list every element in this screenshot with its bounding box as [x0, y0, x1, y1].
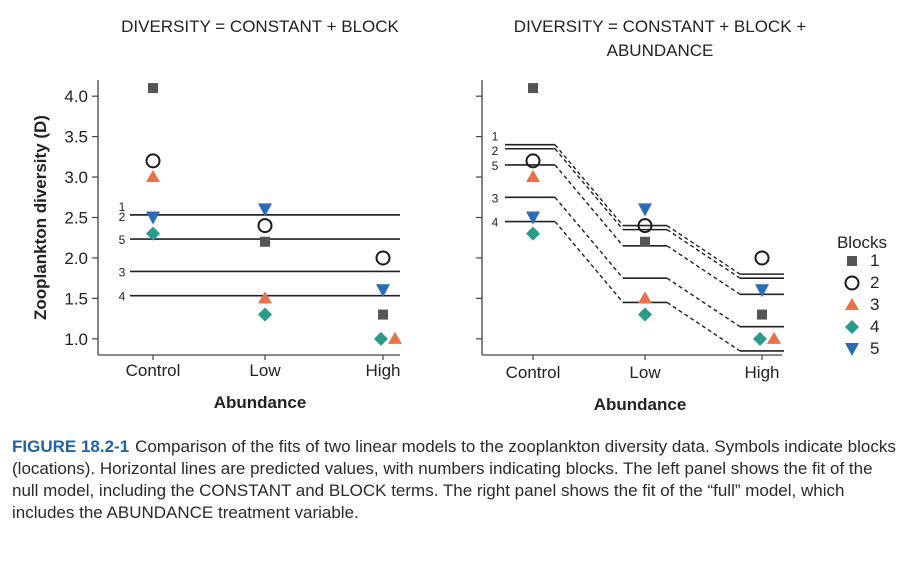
fitted-line-label: 4	[492, 216, 499, 230]
data-point-block-4	[638, 307, 652, 322]
x-tick-label: Control	[506, 363, 561, 382]
panel-full-model: DIVERSITY = CONSTANT + BLOCK + ABUNDANCE C…	[476, 17, 806, 414]
y-axis-label: Zooplankton diversity (D)	[31, 115, 50, 320]
data-point-block-5	[638, 203, 652, 217]
fitted-line-label: 2	[119, 210, 126, 224]
data-point-block-2	[145, 153, 161, 169]
legend-marker-block-1	[847, 256, 857, 266]
fitted-line-dashed	[666, 245, 741, 295]
data-point-block-5	[258, 203, 272, 217]
data-point-block-4	[374, 331, 388, 346]
data-point-block-3	[526, 170, 540, 183]
x-tick-label: High	[366, 361, 401, 380]
fitted-line-dashed	[554, 164, 624, 247]
fitted-line-dashed	[554, 221, 624, 303]
legend-label: 2	[870, 273, 879, 292]
fitted-line-dashed	[554, 196, 624, 279]
figure-label: FIGURE 18.2-1	[12, 437, 130, 456]
fitted-line-dashed	[666, 301, 741, 352]
caption-text: Comparison of the fits of two linear mod…	[12, 437, 896, 522]
data-point-block-2	[754, 250, 770, 266]
data-point-block-2	[375, 250, 391, 266]
legend-label: 5	[870, 339, 879, 358]
legend-marker-block-2	[844, 275, 860, 291]
x-axis-label: Abundance	[214, 393, 307, 412]
x-tick-label: High	[745, 363, 780, 382]
y-tick-label: 2.0	[64, 249, 88, 268]
fitted-line-dashed	[666, 225, 741, 275]
x-axis-label: Abundance	[594, 395, 687, 414]
fitted-line-label: 3	[492, 191, 499, 205]
data-point-block-5	[755, 284, 769, 298]
data-point-block-1	[528, 83, 538, 94]
data-point-block-4	[146, 226, 160, 241]
fitted-line-label: 2	[492, 144, 499, 158]
data-point-block-5	[526, 211, 540, 225]
data-point-block-1	[260, 236, 270, 247]
legend-title: Blocks	[837, 233, 887, 252]
fitted-line-dashed	[666, 277, 741, 328]
data-point-block-5	[376, 284, 390, 298]
panel-title: DIVERSITY = CONSTANT + BLOCK	[121, 17, 399, 36]
data-point-block-3	[146, 170, 160, 183]
y-tick-label: 3.0	[64, 168, 88, 187]
fitted-line-dashed	[666, 229, 741, 279]
fitted-line-label: 4	[119, 290, 126, 304]
data-point-block-1	[640, 236, 650, 247]
data-point-block-3	[388, 331, 402, 344]
data-point-block-2	[637, 218, 653, 234]
legend-label: 3	[870, 295, 879, 314]
panel-title: ABUNDANCE	[607, 41, 714, 60]
figure-chart-area: DIVERSITY = CONSTANT + BLOCK 1.0 1.5 2.0 2.5…	[31, 17, 887, 414]
fitted-line-dashed	[554, 144, 624, 227]
legend-label: 4	[870, 317, 879, 336]
x-tick-label: Low	[249, 361, 281, 380]
data-point-block-4	[258, 307, 272, 322]
data-point-block-2	[525, 153, 541, 169]
legend-label: 1	[870, 251, 879, 270]
y-tick-label: 3.5	[64, 128, 88, 147]
panel-null-model: DIVERSITY = CONSTANT + BLOCK 1.0 1.5 2.0 2.5…	[31, 17, 402, 412]
data-point-block-5	[146, 211, 160, 225]
figure-caption: FIGURE 18.2-1 Comparison of the fits of t…	[12, 436, 902, 524]
fitted-line-label: 5	[492, 159, 499, 173]
legend-marker-block-3	[845, 298, 859, 310]
fitted-line-label: 1	[492, 130, 499, 144]
data-point-block-4	[753, 331, 767, 346]
y-tick-label: 1.5	[64, 289, 88, 308]
x-tick-label: Control	[126, 361, 181, 380]
data-point-block-4	[526, 226, 540, 241]
y-tick-label: 4.0	[64, 87, 88, 106]
data-point-block-1	[148, 83, 158, 94]
data-point-block-1	[378, 309, 388, 320]
fitted-line-label: 5	[119, 233, 126, 247]
legend-marker-block-4	[845, 320, 859, 334]
y-tick-label: 1.0	[64, 330, 88, 349]
data-point-block-2	[257, 218, 273, 234]
panel-title: DIVERSITY = CONSTANT + BLOCK +	[514, 17, 806, 36]
x-tick-label: Low	[629, 363, 661, 382]
y-tick-label: 2.5	[64, 209, 88, 228]
fitted-line-dashed	[554, 148, 624, 231]
fitted-line-label: 1	[119, 200, 126, 214]
fitted-line-label: 3	[119, 265, 126, 279]
data-point-block-3	[638, 291, 652, 304]
data-point-block-1	[757, 309, 767, 320]
legend-marker-block-5	[845, 343, 859, 356]
data-point-block-3	[258, 291, 272, 304]
data-point-block-3	[767, 331, 781, 344]
